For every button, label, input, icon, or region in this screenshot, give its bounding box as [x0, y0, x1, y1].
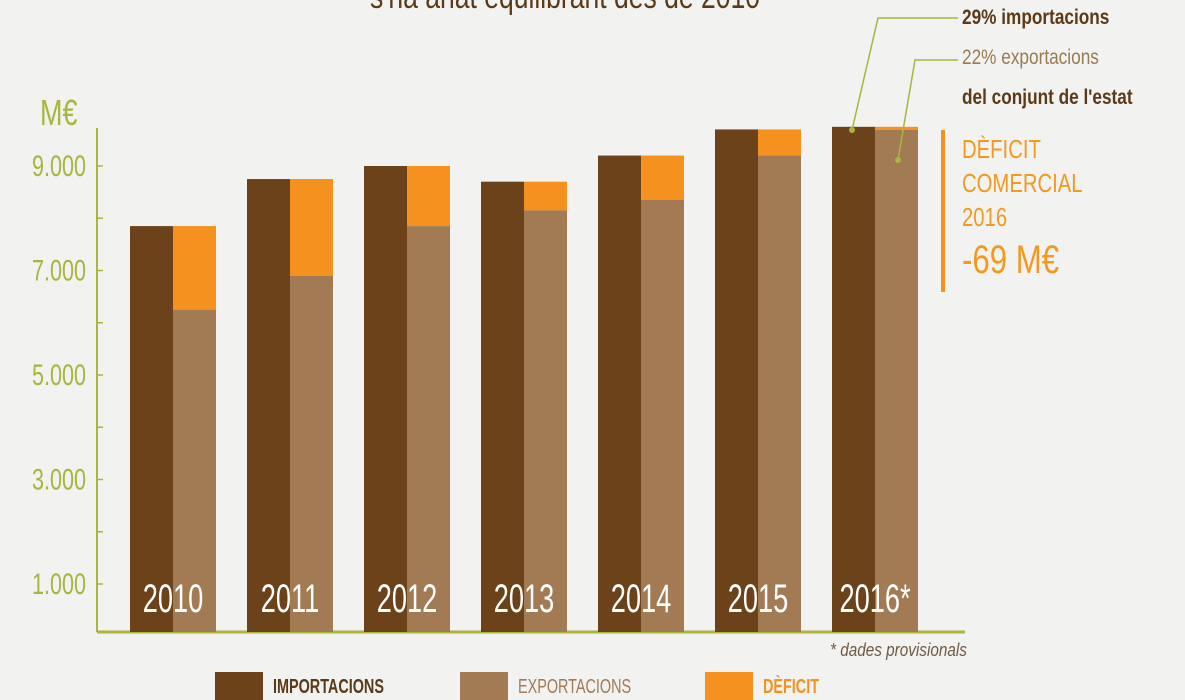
bar-imports	[715, 129, 758, 633]
legend-swatch-deficit	[705, 672, 753, 700]
bar-deficit	[875, 126, 918, 130]
leader-dot-exports	[895, 157, 901, 163]
bar-imports	[130, 226, 173, 632]
deficit-callout-line1: DÈFICIT	[962, 134, 1041, 164]
bar-exports	[524, 210, 567, 632]
y-tick-label: 1.000	[32, 566, 86, 600]
leader-line-imports	[851, 17, 958, 131]
legend-label-imports: IMPORTACIONS	[273, 676, 384, 698]
bar-exports	[173, 309, 216, 632]
deficit-callout-value: -69 M€	[962, 238, 1060, 282]
bar-imports	[364, 166, 407, 632]
legend-label-exports: EXPORTACIONS	[518, 676, 632, 698]
bar-deficit	[758, 129, 801, 156]
bar-exports	[641, 199, 684, 632]
x-tick-label: 2015	[728, 577, 788, 621]
y-axis-unit: M€	[40, 92, 78, 133]
legend-swatch-exports	[460, 672, 508, 700]
bar-imports	[832, 126, 875, 632]
y-tick-label: 3.000	[32, 462, 86, 496]
x-tick-label: 2011	[261, 577, 319, 621]
bar-deficit	[641, 155, 684, 200]
x-tick-label: 2014	[611, 577, 671, 621]
legend-label-deficit: DÈFICIT	[763, 676, 820, 698]
bar-deficit	[173, 226, 216, 310]
bar-imports	[481, 181, 524, 633]
deficit-callout-bar	[941, 130, 945, 292]
x-tick-label: 2013	[494, 577, 554, 621]
y-tick-label: 9.000	[32, 148, 86, 182]
chart-subtitle: s'ha anat equilibrant des de 2010	[124, 0, 1005, 17]
deficit-callout: DÈFICIT COMERCIAL 2016 -69 M€	[962, 132, 1083, 286]
bar-exports	[290, 275, 333, 632]
y-tick-label: 5.000	[32, 357, 86, 391]
bar-exports	[875, 129, 918, 632]
exports-share-label: 22% exportacions	[962, 46, 1099, 69]
bar-imports	[598, 155, 641, 633]
state-total-label: del conjunt de l'estat	[962, 86, 1133, 109]
x-tick-label: 2016*	[839, 577, 910, 621]
bar-deficit	[524, 181, 567, 211]
x-tick-label: 2010	[143, 577, 203, 621]
deficit-callout-line3: 2016	[962, 202, 1008, 232]
bar-exports	[758, 155, 801, 633]
bar-deficit	[407, 166, 450, 227]
legend-swatch-imports	[215, 672, 263, 700]
deficit-callout-line2: COMERCIAL	[962, 168, 1083, 198]
x-tick-label: 2012	[377, 577, 437, 621]
imports-share-label: 29% importacions	[962, 6, 1110, 29]
leader-dot-imports	[849, 127, 855, 133]
bar-imports	[247, 179, 290, 632]
bar-deficit	[290, 179, 333, 276]
y-tick-label: 7.000	[32, 253, 86, 287]
bar-exports	[407, 226, 450, 632]
footnote: * dades provisionals	[830, 640, 967, 660]
leader-line-exports	[897, 59, 958, 161]
